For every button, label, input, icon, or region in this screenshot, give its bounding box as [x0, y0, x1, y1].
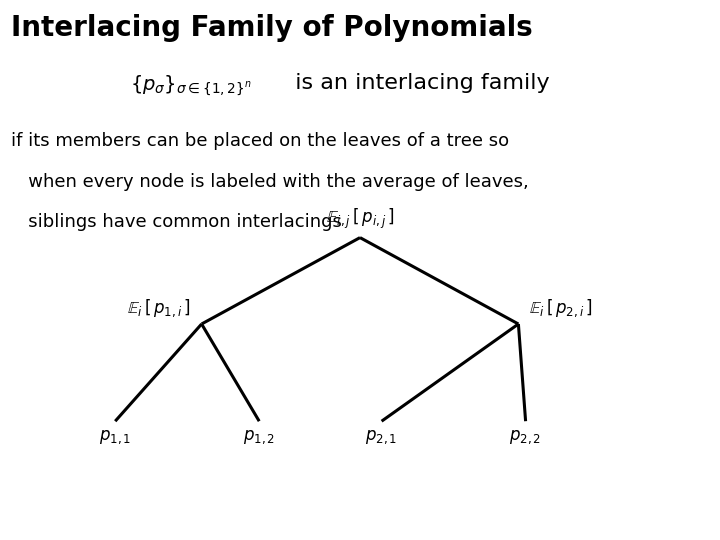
Text: $p_{2,2}$: $p_{2,2}$ [510, 428, 541, 445]
Text: $p_{1,2}$: $p_{1,2}$ [243, 428, 275, 445]
Text: siblings have common interlacings: siblings have common interlacings [11, 213, 342, 231]
Text: $p_{1,1}$: $p_{1,1}$ [99, 428, 131, 445]
Text: is an interlacing family: is an interlacing family [281, 73, 549, 93]
Text: Interlacing Family of Polynomials: Interlacing Family of Polynomials [11, 14, 533, 42]
Text: $\mathbb{E}_{i,j}\,[ \, p_{i,j} \,]$: $\mathbb{E}_{i,j}\,[ \, p_{i,j} \,]$ [325, 207, 395, 231]
Text: when every node is labeled with the average of leaves,: when every node is labeled with the aver… [11, 173, 528, 191]
Text: $\mathbb{E}_{i}\,[ \, p_{1,i} \,]$: $\mathbb{E}_{i}\,[ \, p_{1,i} \,]$ [127, 297, 191, 319]
Text: $\mathbb{E}_{i}\,[ \, p_{2,i} \,]$: $\mathbb{E}_{i}\,[ \, p_{2,i} \,]$ [529, 297, 593, 319]
Text: if its members can be placed on the leaves of a tree so: if its members can be placed on the leav… [11, 132, 509, 150]
Text: $p_{2,1}$: $p_{2,1}$ [366, 428, 397, 445]
Text: $\{p_\sigma\}_{\sigma \in \{1,2\}^n}$: $\{p_\sigma\}_{\sigma \in \{1,2\}^n}$ [130, 73, 251, 97]
